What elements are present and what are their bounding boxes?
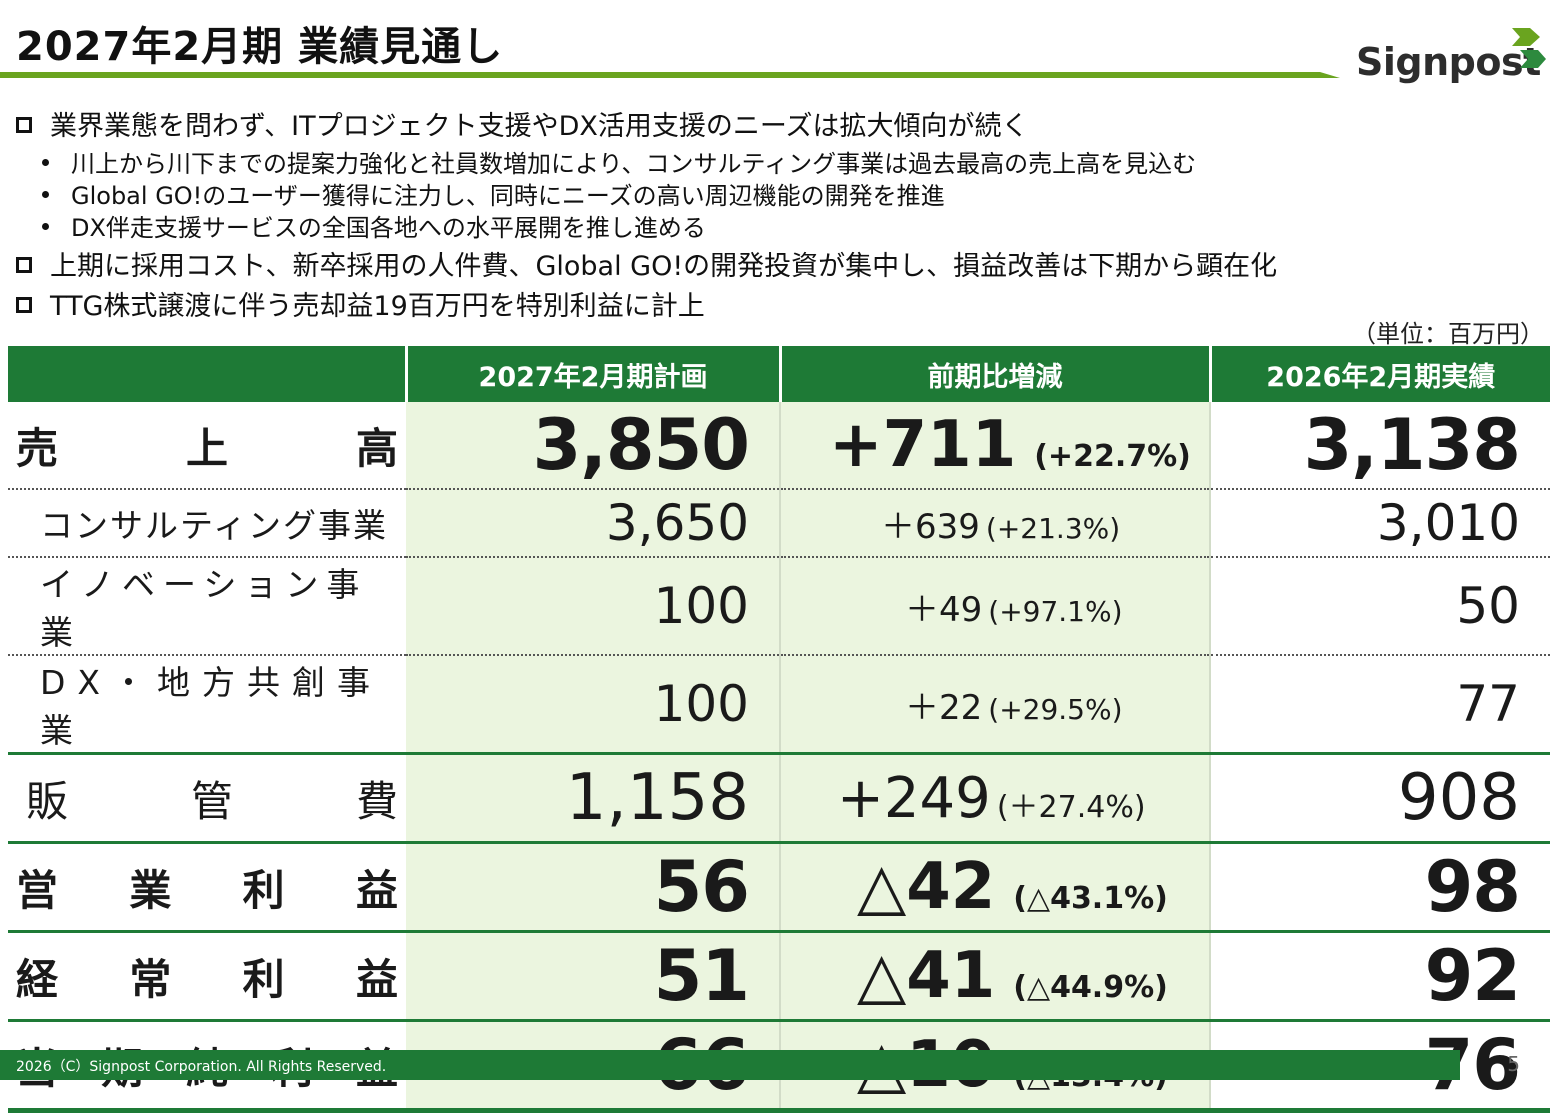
diff-cell: ＋639 (+21.3%): [779, 488, 1210, 557]
diff-value: ＋22: [905, 687, 983, 728]
square-bullet-icon: [16, 256, 32, 273]
plan-value: 51: [406, 930, 780, 1021]
row-operating-profit: 営業利益 56 △42 (△43.1%) 98: [8, 841, 1550, 932]
plan-value: 56: [406, 841, 780, 932]
diff-value: +711: [829, 408, 1017, 482]
diff-cell: ＋22 (+29.5%): [779, 654, 1210, 754]
diff-cell: △42 (△43.1%): [779, 841, 1210, 932]
actual-value: 98: [1209, 841, 1550, 932]
row-net-sales: 売上高 3,850 +711 (+22.7%) 3,138: [8, 402, 1550, 489]
plan-value: 3,850: [406, 402, 780, 489]
sub-bullet-2-text: Global GO!のユーザー獲得に注力し、同時にニーズの高い周辺機能の開発を推…: [71, 182, 945, 210]
actual-value: 50: [1209, 556, 1550, 655]
row-sga: 販管費 1,158 +249 (＋27.4%) 908: [8, 752, 1550, 843]
diff-pct: (＋27.4%): [996, 789, 1146, 825]
title-underline: [0, 72, 1340, 78]
row-label: 営業利益: [8, 841, 406, 932]
plan-value: 100: [406, 654, 780, 754]
diff-pct: (+22.7%): [1034, 439, 1191, 474]
square-bullet-icon: [16, 116, 32, 133]
diff-cell: △41 (△44.9%): [779, 930, 1210, 1021]
dot-bullet-icon: [42, 222, 49, 230]
forecast-table: 2027年2月期計画 前期比増減 2026年2月期実績 売上高 3,850 +7…: [8, 346, 1550, 1113]
header-actual: 2026年2月期実績: [1208, 346, 1550, 402]
row-label: 売上高: [16, 423, 398, 473]
row-consulting: コンサルティング事業 3,650 ＋639 (+21.3%) 3,010: [8, 488, 1550, 557]
square-bullet-icon: [16, 296, 32, 313]
diff-value: △41: [857, 939, 996, 1013]
diff-cell: +711 (+22.7%): [779, 402, 1210, 489]
footer-bar-tip: [1432, 1050, 1460, 1080]
actual-value: 3,138: [1209, 402, 1550, 489]
header-diff: 前期比増減: [778, 346, 1210, 402]
row-ordinary-profit: 経常利益 51 △41 (△44.9%) 92: [8, 930, 1550, 1021]
bullet-1-text: 業界業態を問わず、ITプロジェクト支援やDX活用支援のニーズは拡大傾向が続く: [50, 111, 1029, 142]
row-innovation: イノベーション事業 100 ＋49 (+97.1%) 50: [8, 556, 1550, 655]
footer-copyright: 2026（C）Signpost Corporation. All Rights …: [16, 1059, 387, 1075]
signpost-arrow-icon: [1512, 28, 1546, 68]
page-number: 5: [1507, 1052, 1520, 1076]
plan-value: 1,158: [406, 752, 780, 843]
sub-bullet-1: 川上から川下までの提案力強化と社員数増加により、コンサルティング事業は過去最高の…: [42, 144, 1196, 179]
diff-cell: +249 (＋27.4%): [779, 752, 1210, 843]
diff-pct: (+21.3%): [985, 511, 1121, 545]
bullet-2-text: 上期に採用コスト、新卒採用の人件費、Global GO!の開発投資が集中し、損益…: [50, 251, 1278, 282]
footer-bar: [0, 1050, 1460, 1080]
page-title: 2027年2月期 業績見通し: [16, 24, 504, 70]
row-label: 経常利益: [8, 930, 406, 1021]
diff-pct: (+97.1%): [988, 594, 1123, 628]
actual-value: 77: [1209, 654, 1550, 754]
unit-note: （単位：百万円）: [1352, 320, 1544, 348]
diff-value: ＋49: [905, 589, 983, 630]
diff-pct: (+29.5%): [988, 692, 1123, 726]
sub-bullet-1-text: 川上から川下までの提案力強化と社員数増加により、コンサルティング事業は過去最高の…: [71, 150, 1197, 178]
table-header-row: 2027年2月期計画 前期比増減 2026年2月期実績: [8, 346, 1550, 402]
bullet-3: TTG株式譲渡に伴う売却益19百万円を特別利益に計上: [16, 284, 705, 323]
dot-bullet-icon: [42, 190, 49, 198]
actual-value: 908: [1209, 752, 1550, 843]
row-label: イノベーション事業: [8, 556, 406, 655]
header-blank: [8, 346, 406, 402]
bullet-2: 上期に採用コスト、新卒採用の人件費、Global GO!の開発投資が集中し、損益…: [16, 244, 1277, 283]
diff-pct: (△43.1%): [1013, 881, 1168, 916]
diff-value: +249: [837, 765, 991, 831]
diff-cell: ＋49 (+97.1%): [779, 556, 1210, 655]
actual-value: 3,010: [1209, 488, 1550, 557]
diff-pct: (△44.9%): [1013, 970, 1168, 1005]
sub-bullet-3: DX伴走支援サービスの全国各地への水平展開を推し進める: [42, 208, 706, 243]
company-logo: Signpost: [1356, 28, 1546, 88]
dot-bullet-icon: [42, 158, 49, 166]
logo-text: Signpost: [1356, 40, 1541, 84]
bullet-3-text: TTG株式譲渡に伴う売却益19百万円を特別利益に計上: [50, 291, 705, 322]
row-dx-regional: DX・地方共創事業 100 ＋22 (+29.5%) 77: [8, 654, 1550, 754]
diff-value: △42: [857, 850, 996, 924]
header-plan: 2027年2月期計画: [404, 346, 780, 402]
sub-bullet-2: Global GO!のユーザー獲得に注力し、同時にニーズの高い周辺機能の開発を推…: [42, 176, 945, 211]
row-label: DX・地方共創事業: [8, 654, 406, 754]
bullet-1: 業界業態を問わず、ITプロジェクト支援やDX活用支援のニーズは拡大傾向が続く: [16, 104, 1029, 143]
row-label: コンサルティング事業: [8, 488, 406, 557]
actual-value: 92: [1209, 930, 1550, 1021]
plan-value: 100: [406, 556, 780, 655]
sub-bullet-3-text: DX伴走支援サービスの全国各地への水平展開を推し進める: [71, 214, 706, 242]
plan-value: 3,650: [406, 488, 780, 557]
row-label: 販管費: [8, 752, 406, 843]
diff-value: ＋639: [881, 506, 980, 547]
